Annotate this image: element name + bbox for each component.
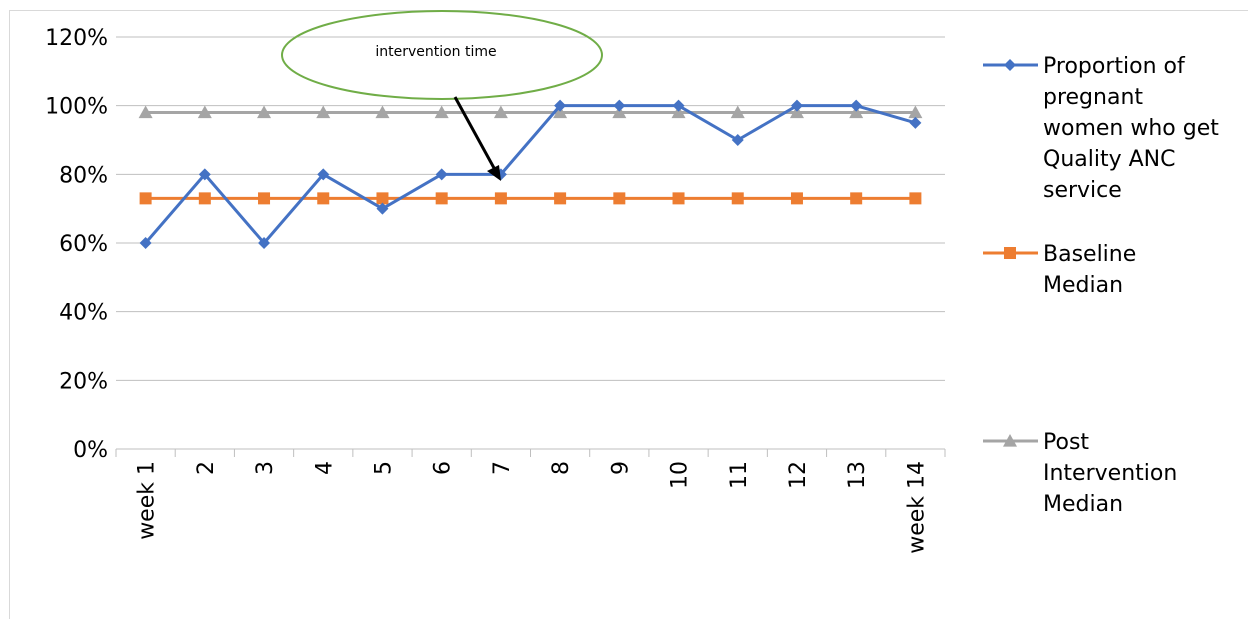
data-point-diamond (554, 99, 567, 112)
data-point-square (435, 192, 448, 205)
x-tick-label: 13 (845, 461, 870, 489)
y-tick-label: 0% (73, 438, 108, 463)
data-point-square (376, 192, 389, 205)
data-point-square (139, 192, 152, 205)
data-point-diamond (731, 134, 744, 146)
legend-label: Median (1043, 273, 1123, 298)
data-point-diamond (909, 116, 922, 129)
y-axis-ticks: 0% 20% 40% 60% 80% 100% 120% (45, 26, 108, 463)
data-point-triangle (612, 105, 627, 119)
annotation-arrow (453, 96, 496, 169)
data-point-diamond (376, 202, 389, 215)
x-tick-label: 2 (194, 461, 219, 475)
gridlines (116, 36, 945, 381)
legend-label: Intervention (1043, 461, 1177, 486)
x-axis: week 1 2 3 4 5 6 7 8 9 10 11 12 13 week 14 (115, 448, 946, 554)
data-point-triangle (1003, 434, 1017, 447)
x-tick-label: 4 (312, 461, 337, 475)
annotation-group: intervention time (281, 10, 603, 181)
data-point-square (494, 192, 507, 205)
x-tick-label: week 1 (135, 461, 160, 540)
x-tick-label: 8 (549, 461, 574, 475)
x-tick-label: 10 (668, 461, 693, 489)
data-point-triangle (434, 105, 449, 119)
x-tick-label: 3 (253, 461, 278, 475)
data-point-diamond (435, 168, 448, 181)
annotation-ellipse (281, 10, 603, 100)
series-1 (139, 192, 922, 205)
data-point-square (850, 192, 863, 205)
legend-label: Post (1043, 430, 1089, 455)
series-group (138, 99, 923, 249)
data-point-square (258, 192, 271, 205)
legend-label: women who get (1043, 116, 1219, 141)
legend-entry: Post Intervention Median (983, 430, 1177, 517)
data-point-triangle (138, 105, 153, 119)
data-point-diamond (198, 168, 211, 181)
x-tick-label: 7 (490, 461, 515, 475)
data-point-diamond (1004, 59, 1016, 71)
x-tick-label: 5 (371, 461, 396, 475)
legend-label: pregnant (1043, 85, 1143, 110)
legend-entry: Proportion of pregnant women who get Qualit… (983, 54, 1219, 203)
data-point-triangle (789, 105, 804, 119)
legend-label: Median (1043, 492, 1123, 517)
data-point-square (317, 192, 330, 205)
y-tick-label: 60% (59, 232, 108, 257)
data-point-triangle (553, 105, 568, 119)
chart-frame (9, 10, 1248, 619)
data-point-triangle (671, 105, 686, 119)
x-tick-label: 11 (727, 461, 752, 489)
legend-label: Baseline (1043, 242, 1136, 267)
data-point-square (198, 192, 211, 205)
data-point-square (731, 192, 744, 205)
data-point-diamond (613, 99, 626, 112)
data-point-square (790, 192, 803, 205)
y-tick-label: 80% (59, 163, 108, 188)
x-tick-label: 12 (786, 461, 811, 489)
annotation-arrowhead (487, 165, 501, 181)
data-point-diamond (139, 237, 152, 249)
x-tick-label: 9 (608, 461, 633, 475)
data-point-diamond (790, 99, 803, 112)
data-point-triangle (257, 105, 272, 119)
series-line (144, 104, 916, 245)
data-point-triangle (908, 105, 923, 119)
series-2 (138, 105, 923, 119)
data-point-square (1004, 247, 1016, 259)
data-point-triangle (493, 105, 508, 119)
annotation-text: intervention time (375, 44, 496, 60)
data-point-triangle (849, 105, 864, 119)
data-point-square (554, 192, 567, 205)
legend-label: service (1043, 178, 1122, 203)
data-point-square (909, 192, 922, 205)
data-point-diamond (672, 99, 685, 112)
data-point-diamond (850, 99, 863, 112)
legend-label: Quality ANC (1043, 147, 1175, 172)
series-0 (139, 99, 922, 249)
y-tick-label: 100% (45, 95, 108, 120)
legend-label: Proportion of (1043, 54, 1186, 79)
data-point-triangle (197, 105, 212, 119)
y-tick-label: 20% (59, 369, 108, 394)
legend-entry: Baseline Median (983, 242, 1136, 298)
x-tick-label: 6 (431, 461, 456, 475)
x-tick-label: week 14 (904, 461, 929, 554)
data-point-triangle (730, 105, 745, 119)
data-point-diamond (258, 237, 271, 249)
legend: Proportion of pregnant women who get Qualit… (983, 54, 1219, 517)
data-point-square (613, 192, 626, 205)
y-tick-label: 40% (59, 301, 108, 326)
data-point-diamond (317, 168, 330, 181)
data-point-triangle (316, 105, 331, 119)
data-point-square (672, 192, 685, 205)
y-tick-label: 120% (45, 26, 108, 51)
data-point-triangle (375, 105, 390, 119)
